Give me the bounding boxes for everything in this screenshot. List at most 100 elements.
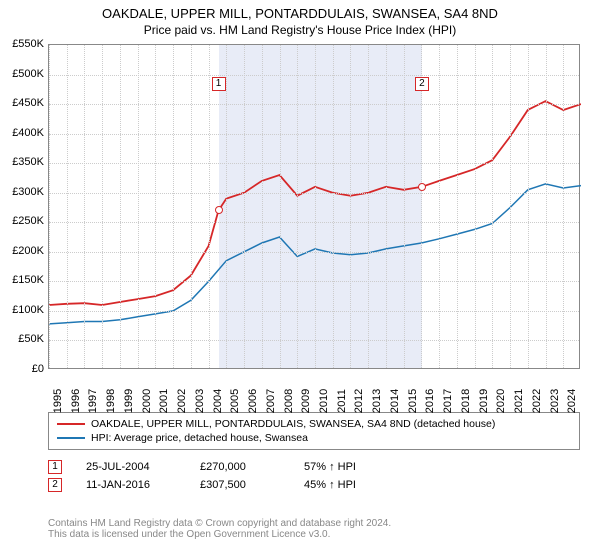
gridline-v xyxy=(155,45,156,368)
footer-line: Contains HM Land Registry data © Crown c… xyxy=(48,518,391,529)
gridline-h xyxy=(49,193,579,194)
gridline-v xyxy=(209,45,210,368)
data-row-marker: 2 xyxy=(48,478,62,492)
x-tick-label: 2001 xyxy=(158,389,170,413)
x-tick-label: 2015 xyxy=(407,389,419,413)
gridline-v xyxy=(421,45,422,368)
x-tick-label: 2019 xyxy=(478,389,490,413)
gridline-h xyxy=(49,134,579,135)
gridline-v xyxy=(84,45,85,368)
legend-label: HPI: Average price, detached house, Swan… xyxy=(91,432,308,444)
y-tick-label: £100K xyxy=(2,304,44,316)
x-tick-label: 2012 xyxy=(353,389,365,413)
marker-label-2: 2 xyxy=(415,77,429,91)
x-tick-label: 2006 xyxy=(247,389,259,413)
y-tick-label: £500K xyxy=(2,68,44,80)
data-row-date: 25-JUL-2004 xyxy=(86,461,176,473)
x-tick-label: 1997 xyxy=(87,389,99,413)
x-tick-label: 2020 xyxy=(495,389,507,413)
gridline-v xyxy=(333,45,334,368)
legend: OAKDALE, UPPER MILL, PONTARDDULAIS, SWAN… xyxy=(48,412,580,450)
x-tick-label: 2017 xyxy=(442,389,454,413)
gridline-h xyxy=(49,311,579,312)
gridline-v xyxy=(546,45,547,368)
chart-subtitle: Price paid vs. HM Land Registry's House … xyxy=(0,23,600,37)
x-tick-label: 2002 xyxy=(176,389,188,413)
x-tick-label: 2004 xyxy=(212,389,224,413)
gridline-h xyxy=(49,104,579,105)
gridline-v xyxy=(368,45,369,368)
marker-dot-1 xyxy=(215,206,223,214)
x-tick-label: 1995 xyxy=(52,389,64,413)
legend-label: OAKDALE, UPPER MILL, PONTARDDULAIS, SWAN… xyxy=(91,418,495,430)
x-tick-label: 2009 xyxy=(300,389,312,413)
gridline-v xyxy=(49,45,50,368)
x-tick-label: 2018 xyxy=(460,389,472,413)
x-tick-label: 2022 xyxy=(531,389,543,413)
x-tick-label: 2016 xyxy=(424,389,436,413)
y-tick-label: £450K xyxy=(2,97,44,109)
y-tick-label: £0 xyxy=(2,363,44,375)
x-tick-label: 2024 xyxy=(566,389,578,413)
data-table-row: 2 11-JAN-2016 £307,500 45% ↑ HPI xyxy=(48,476,356,494)
gridline-v xyxy=(191,45,192,368)
data-row-price: £307,500 xyxy=(200,479,280,491)
gridline-v xyxy=(475,45,476,368)
gridline-v xyxy=(492,45,493,368)
x-tick-label: 2007 xyxy=(265,389,277,413)
data-row-marker: 1 xyxy=(48,460,62,474)
gridline-v xyxy=(439,45,440,368)
chart-title: OAKDALE, UPPER MILL, PONTARDDULAIS, SWAN… xyxy=(0,6,600,21)
legend-swatch xyxy=(57,437,85,439)
y-tick-label: £400K xyxy=(2,127,44,139)
x-tick-label: 1999 xyxy=(123,389,135,413)
x-tick-label: 2005 xyxy=(229,389,241,413)
gridline-v xyxy=(350,45,351,368)
gridline-v xyxy=(173,45,174,368)
gridline-v xyxy=(510,45,511,368)
x-tick-label: 2011 xyxy=(336,389,348,413)
gridline-h xyxy=(49,75,579,76)
y-tick-label: £50K xyxy=(2,333,44,345)
gridline-v xyxy=(280,45,281,368)
data-row-price: £270,000 xyxy=(200,461,280,473)
marker-dot-2 xyxy=(418,183,426,191)
y-tick-label: £250K xyxy=(2,215,44,227)
y-tick-label: £150K xyxy=(2,274,44,286)
data-table-row: 125-JUL-2004£270,00057% ↑ HPI xyxy=(48,458,356,476)
legend-swatch xyxy=(57,423,85,425)
legend-item: HPI: Average price, detached house, Swan… xyxy=(57,431,571,445)
gridline-v xyxy=(67,45,68,368)
title-block: OAKDALE, UPPER MILL, PONTARDDULAIS, SWAN… xyxy=(0,0,600,37)
x-tick-label: 2003 xyxy=(194,389,206,413)
x-tick-label: 2023 xyxy=(549,389,561,413)
gridline-h xyxy=(49,163,579,164)
marker-label-1: 1 xyxy=(212,77,226,91)
gridline-v xyxy=(138,45,139,368)
x-tick-label: 2000 xyxy=(141,389,153,413)
gridline-v xyxy=(297,45,298,368)
footer-line: This data is licensed under the Open Gov… xyxy=(48,529,391,540)
gridline-v xyxy=(404,45,405,368)
gridline-h xyxy=(49,281,579,282)
gridline-v xyxy=(120,45,121,368)
gridline-v xyxy=(102,45,103,368)
x-tick-label: 1998 xyxy=(105,389,117,413)
gridline-v xyxy=(244,45,245,368)
data-row-date: 11-JAN-2016 xyxy=(86,479,176,491)
gridline-v xyxy=(386,45,387,368)
x-tick-label: 2021 xyxy=(513,389,525,413)
plot-area: 12 xyxy=(48,44,580,369)
x-tick-label: 2010 xyxy=(318,389,330,413)
gridline-v xyxy=(262,45,263,368)
gridline-v xyxy=(563,45,564,368)
data-row-delta: 45% ↑ HPI xyxy=(304,479,356,491)
gridline-v xyxy=(315,45,316,368)
gridline-h xyxy=(49,222,579,223)
x-tick-label: 2013 xyxy=(371,389,383,413)
y-tick-label: £350K xyxy=(2,156,44,168)
gridline-v xyxy=(457,45,458,368)
gridline-v xyxy=(528,45,529,368)
x-tick-label: 1996 xyxy=(70,389,82,413)
y-tick-label: £200K xyxy=(2,245,44,257)
